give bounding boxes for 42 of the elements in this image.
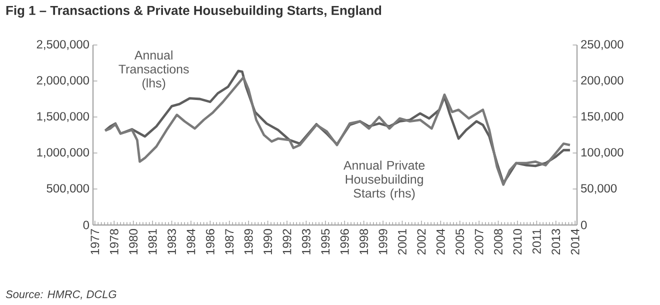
- x-tick-label: 1998: [360, 229, 368, 254]
- y2-tick-label: 100,000: [581, 148, 624, 158]
- x-tick-label: 1996: [340, 229, 349, 254]
- y2-tick-label: 0: [581, 220, 587, 230]
- x-tick-label: 2002: [417, 229, 426, 255]
- x-tick-label: 2014: [570, 228, 580, 255]
- source-note: Source: HMRC, DCLG: [6, 290, 116, 300]
- x-tick-label: 1984: [186, 228, 196, 254]
- y-tick-label: 0: [83, 220, 90, 230]
- series-label: Annual Private Housebuilding Starts (rhs): [343, 160, 425, 200]
- x-tick-label: 2007: [474, 229, 484, 255]
- x-tick-label: 1987: [225, 229, 234, 254]
- x-tick-label: 1980: [129, 228, 138, 254]
- x-tick-label: 1989: [244, 229, 253, 254]
- x-tick-label: 1992: [282, 229, 292, 254]
- x-tick-label: 1981: [148, 229, 157, 254]
- y-tick-label: 2,500,000: [36, 40, 90, 50]
- x-tick-label: 1999: [378, 229, 388, 254]
- x-tick-label: 1986: [206, 229, 214, 254]
- x-tick-label: 2010: [513, 228, 522, 255]
- x-tick-label: 2013: [552, 229, 560, 255]
- series-label: Annual Transactions (lhs): [118, 50, 189, 90]
- y2-tick-label: 150,000: [581, 112, 624, 122]
- x-tick-label: 2011: [532, 229, 541, 254]
- y2-tick-label: 200,000: [581, 76, 624, 86]
- y-tick-label: 500,000: [46, 184, 90, 194]
- y-tick-label: 1,500,000: [37, 112, 90, 122]
- y-tick-label: 2,000,000: [36, 76, 90, 86]
- x-tick-label: 1983: [168, 229, 176, 254]
- y2-tick-label: 50,000: [581, 184, 617, 194]
- x-tick-label: 1993: [302, 229, 310, 254]
- y-tick-label: 1,000,000: [37, 148, 90, 158]
- x-tick-label: 1995: [321, 229, 330, 254]
- x-tick-label: 1978: [110, 229, 118, 254]
- chart-title: Fig 1 – Transactions & Private Housebuilding Starts, England: [6, 6, 382, 18]
- y2-tick-label: 250,000: [581, 40, 624, 50]
- x-tick-label: 2005: [456, 229, 464, 255]
- x-tick-label: 2001: [398, 229, 406, 255]
- x-tick-label: 1977: [90, 229, 100, 254]
- x-tick-label: 2008: [494, 229, 502, 255]
- x-tick-label: 1990: [264, 228, 272, 254]
- x-tick-label: 2004: [436, 228, 445, 255]
